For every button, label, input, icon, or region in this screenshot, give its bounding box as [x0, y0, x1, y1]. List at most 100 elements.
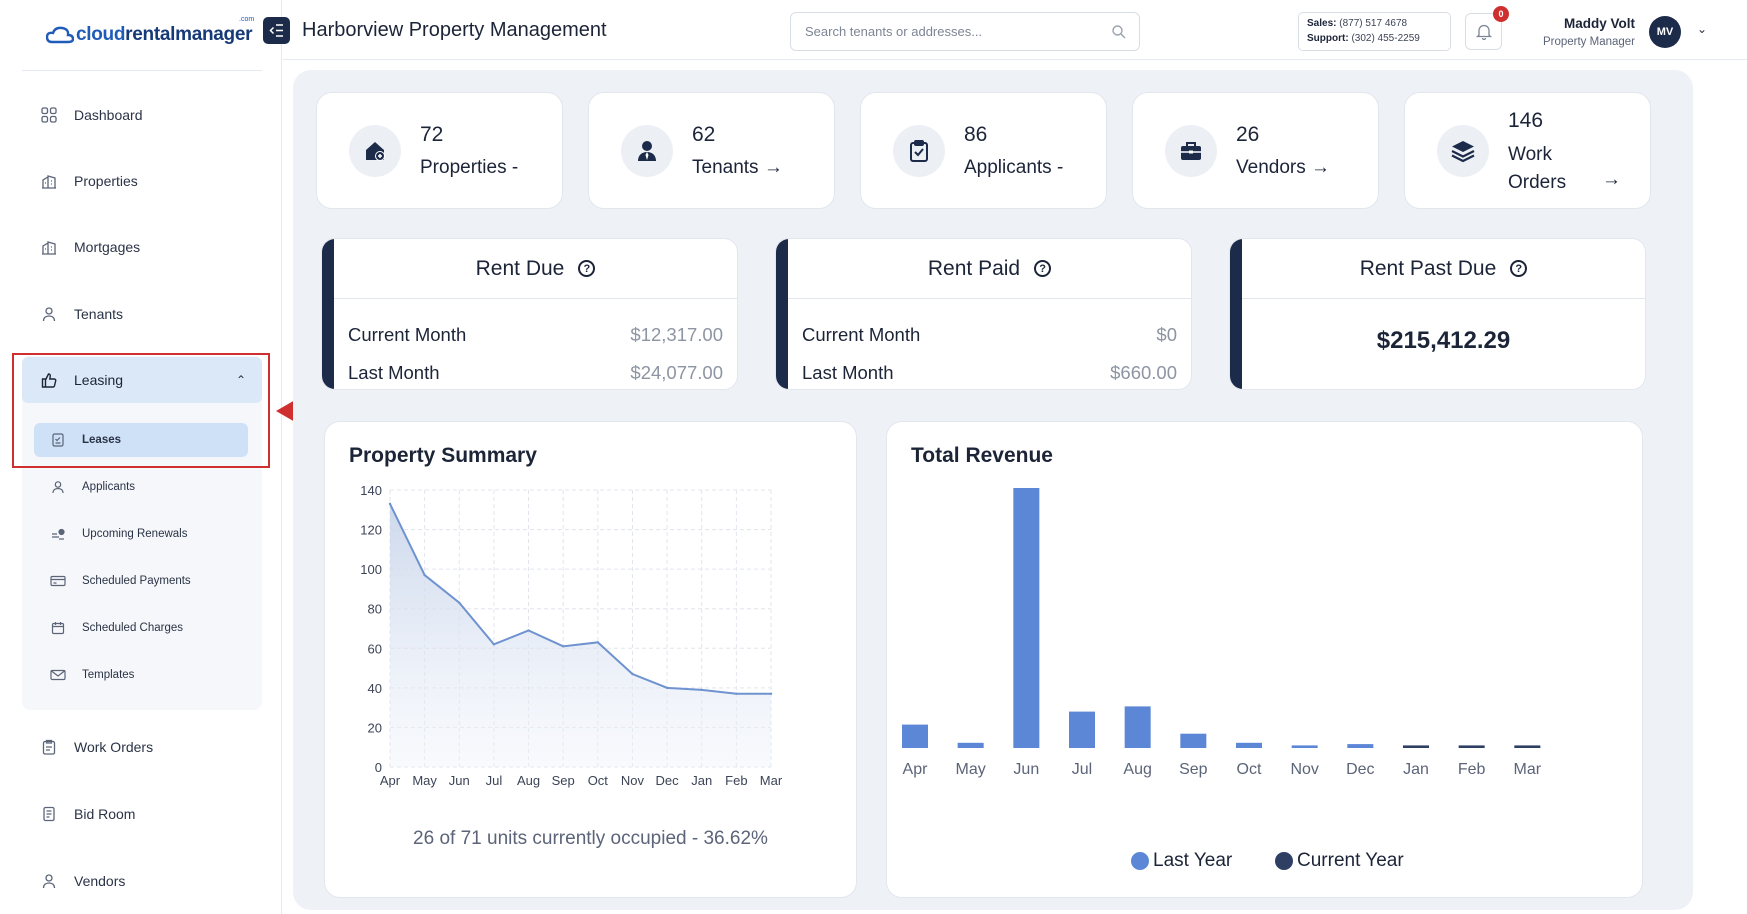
sidebar-divider	[22, 70, 262, 71]
sidebar-subitem-templates[interactable]: Templates	[34, 658, 248, 692]
brand-suffix: .com	[239, 16, 255, 23]
rent-due-card: Rent Due ? Current Month $12,317.00 Last…	[321, 238, 738, 390]
legend-label: Current Year	[1297, 850, 1404, 871]
data-point	[388, 502, 392, 506]
x-tick-label: Feb	[725, 773, 747, 788]
brand-logo[interactable]: cloudrentalmanager .com	[46, 16, 254, 50]
person-icon	[621, 125, 673, 177]
sidebar-item-leasing[interactable]: Leasing ⌃	[22, 357, 262, 403]
x-tick-label: Jun	[449, 773, 470, 788]
sidebar-item-vendors[interactable]: Vendors	[22, 861, 262, 901]
sidebar-subitem-upcoming-renewals[interactable]: Upcoming Renewals	[34, 517, 248, 551]
row-value: $12,317.00	[630, 324, 723, 345]
person-icon	[40, 305, 58, 323]
sidebar-item-label: Vendors	[74, 873, 126, 889]
area-fill	[390, 503, 771, 767]
layers-icon	[1437, 125, 1489, 177]
stat-card-work-orders[interactable]: 146 Work Orders →	[1404, 92, 1651, 209]
chevron-up-icon[interactable]: ⌃	[235, 373, 246, 387]
data-point	[735, 692, 738, 695]
support-phone: (302) 455-2259	[1351, 33, 1420, 44]
sidebar-item-bid-room[interactable]: Bid Room	[22, 794, 262, 834]
grid-icon	[40, 106, 58, 124]
property-summary-chart: 0 20 40 60 80 100 120 140 Apr May Jun Jul Aug Sep Oct N…	[360, 483, 783, 788]
chevron-down-icon[interactable]: ⌄	[1697, 22, 1708, 36]
sales-phone: (877) 517 4678	[1339, 18, 1408, 29]
stat-label: Tenants →	[692, 157, 783, 178]
subitem-label: Applicants	[82, 481, 136, 493]
stat-card-applicants[interactable]: 86 Applicants -	[860, 92, 1107, 209]
avatar[interactable]: MV	[1649, 16, 1681, 48]
x-tick-label: Aug	[1123, 761, 1151, 778]
x-tick-label: Jun	[1013, 761, 1039, 778]
stat-label: Vendors →	[1236, 157, 1330, 178]
rent-paid-card: Rent Paid ? Current Month $0 Last Month …	[775, 238, 1192, 390]
help-icon[interactable]: ?	[1034, 260, 1052, 277]
checklist-icon	[50, 432, 66, 448]
stat-card-properties[interactable]: 72 Properties -	[316, 92, 563, 209]
data-point	[527, 629, 530, 632]
card-header: Rent Due ?	[334, 239, 737, 299]
sidebar-subitem-leases[interactable]: Leases	[34, 423, 248, 457]
subitem-label: Leases	[82, 434, 122, 446]
y-tick-label: 60	[368, 641, 382, 656]
support-label: Support:	[1307, 33, 1349, 44]
legend-item-current-year[interactable]: Current Year	[1275, 850, 1404, 872]
rent-row: Current Month $0	[802, 324, 1177, 346]
total-revenue-chart: Apr May Jun Jul Aug Sep Oct Nov Dec Jan Feb Mar	[902, 488, 1542, 778]
sidebar-subitem-applicants[interactable]: Applicants	[34, 470, 248, 504]
stat-value: 72	[420, 123, 444, 146]
card-header: Rent Past Due ?	[1242, 239, 1645, 299]
stat-card-tenants[interactable]: 62 Tenants →	[588, 92, 835, 209]
x-tick-label: Jan	[691, 773, 712, 788]
search-box[interactable]	[790, 12, 1140, 51]
collapse-sidebar-button[interactable]	[263, 17, 290, 44]
search-icon[interactable]	[1111, 24, 1127, 40]
y-tick-label: 100	[360, 562, 382, 577]
stat-value: 62	[692, 123, 716, 146]
card-accent-bar	[776, 239, 788, 389]
x-tick-label: Aug	[517, 773, 540, 788]
rent-row: Last Month $24,077.00	[348, 362, 723, 384]
brand-part2: rentalmanager	[125, 24, 253, 45]
sidebar-item-mortgages[interactable]: Mortgages	[22, 227, 262, 267]
x-tick-label: Dec	[1346, 761, 1374, 778]
user-role: Property Manager	[1542, 36, 1635, 48]
x-tick-label: Mar	[1514, 761, 1542, 778]
row-value: $24,077.00	[630, 362, 723, 383]
x-tick-label: Sep	[1179, 761, 1208, 778]
briefcase-icon	[1165, 125, 1217, 177]
stat-label: Properties -	[420, 157, 519, 178]
x-tick-label: Dec	[656, 773, 680, 788]
help-icon[interactable]: ?	[578, 260, 596, 277]
sidebar-subitem-scheduled-payments[interactable]: Scheduled Payments	[34, 564, 248, 598]
y-tick-label: 120	[360, 523, 382, 538]
x-tick-label: Apr	[903, 761, 929, 778]
notifications-button[interactable]	[1465, 13, 1502, 50]
help-icon[interactable]: ?	[1510, 260, 1528, 277]
clipboard-icon	[40, 738, 58, 756]
sales-label: Sales:	[1307, 18, 1337, 29]
x-tick-label: Oct	[1237, 761, 1262, 778]
row-label: Current Month	[348, 324, 467, 345]
x-tick-label: Oct	[588, 773, 609, 788]
sidebar-item-label: Leasing	[74, 372, 124, 388]
sidebar-item-tenants[interactable]: Tenants	[22, 294, 262, 334]
sidebar-item-dashboard[interactable]: Dashboard	[22, 95, 262, 135]
x-tick-label: Jul	[486, 773, 503, 788]
bar	[1236, 742, 1262, 748]
sidebar-item-work-orders[interactable]: Work Orders	[22, 727, 262, 767]
card-header: Rent Paid ?	[788, 239, 1191, 299]
cloud-logo-icon	[46, 26, 74, 44]
stat-card-vendors[interactable]: 26 Vendors →	[1132, 92, 1379, 209]
x-tick-label: Jul	[1072, 761, 1092, 778]
y-tick-label: 20	[368, 720, 382, 735]
search-input[interactable]	[791, 13, 1091, 50]
legend-label: Last Year	[1153, 850, 1233, 871]
x-tick-label: Nov	[1290, 761, 1318, 778]
sidebar-subitem-scheduled-charges[interactable]: Scheduled Charges	[34, 611, 248, 645]
sidebar-item-properties[interactable]: Properties	[22, 161, 262, 201]
sidebar-item-label: Work Orders	[74, 739, 154, 755]
legend-item-last-year[interactable]: Last Year	[1131, 850, 1232, 872]
thumbs-up-icon	[40, 371, 58, 389]
